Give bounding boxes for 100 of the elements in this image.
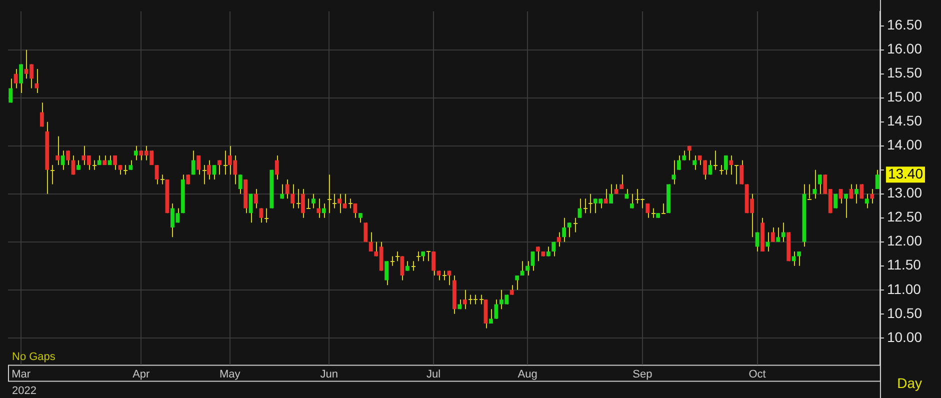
annotation: No Gaps xyxy=(12,350,56,363)
candlestick xyxy=(844,193,848,218)
x-tick-label: Jun xyxy=(320,368,338,380)
candlestick xyxy=(703,160,708,180)
candlestick xyxy=(40,102,44,128)
y-tick-label: 15.50 xyxy=(886,64,922,81)
candlestick xyxy=(332,193,337,209)
candlestick xyxy=(766,232,770,252)
y-tick-label: 10.50 xyxy=(886,304,922,321)
candlestick xyxy=(489,308,493,324)
candlestick xyxy=(692,154,697,170)
candlestick xyxy=(682,150,686,161)
candlestick xyxy=(676,154,681,170)
candlestick xyxy=(588,193,593,214)
x-tick-label: Oct xyxy=(748,368,766,380)
candlestick xyxy=(479,294,484,305)
y-tick-label: 14.50 xyxy=(886,112,922,129)
candlestick xyxy=(651,208,656,218)
candlestick xyxy=(285,178,290,200)
candlestick xyxy=(364,222,368,242)
candlestick xyxy=(14,68,18,89)
candlestick xyxy=(687,145,692,161)
y-tick-label: 13.00 xyxy=(886,184,922,201)
candlestick xyxy=(854,184,858,204)
candlestick xyxy=(191,150,196,176)
candlestick xyxy=(311,193,316,209)
candlestick xyxy=(520,260,524,276)
candlestick xyxy=(395,250,400,262)
candlestick xyxy=(411,260,416,272)
y-tick-label: 12.00 xyxy=(886,232,922,249)
x-tick-label: Jul xyxy=(426,368,441,380)
candlestick xyxy=(614,184,618,194)
candlestick xyxy=(436,270,441,281)
candlestick xyxy=(672,160,676,185)
x-tick-label: Aug xyxy=(518,368,538,380)
candlestick xyxy=(248,193,253,224)
candlestick xyxy=(729,154,734,176)
candlestick xyxy=(218,160,222,176)
candlestick xyxy=(724,154,728,176)
candlestick xyxy=(536,246,540,262)
candlestick xyxy=(604,188,608,204)
candlestick xyxy=(562,217,566,242)
candlestick xyxy=(792,250,796,266)
candlestick xyxy=(134,145,138,161)
candlestick xyxy=(583,198,588,214)
candlestick xyxy=(316,198,321,218)
candlestick xyxy=(875,169,880,190)
y-tick-label: 12.50 xyxy=(886,208,922,225)
y-tick-label: 16.50 xyxy=(886,16,922,33)
candlestick xyxy=(306,198,311,209)
candlestick xyxy=(19,64,24,94)
y-tick-label: 11.00 xyxy=(886,280,922,297)
candlestick xyxy=(76,160,80,170)
candlestick xyxy=(864,193,869,209)
candlestick xyxy=(348,198,353,209)
candlestick xyxy=(113,154,117,170)
y-tick-label: 14.00 xyxy=(886,136,922,153)
candlestick xyxy=(160,174,165,185)
candlestick xyxy=(223,150,228,176)
x-tick-label: Sep xyxy=(632,368,652,380)
candlestick xyxy=(515,274,520,290)
text: 13.40 xyxy=(888,166,924,182)
candlestick xyxy=(196,154,201,176)
candlestick xyxy=(567,222,572,238)
candlestick xyxy=(342,193,347,209)
candlestick xyxy=(358,212,362,224)
candlestick xyxy=(838,188,843,204)
candlestick xyxy=(390,256,395,266)
candlestick xyxy=(50,164,55,185)
candlestick xyxy=(264,208,269,224)
candlestick xyxy=(834,193,838,209)
candlestick xyxy=(797,250,801,266)
text: Day xyxy=(897,374,922,391)
x-tick-label: May xyxy=(220,368,241,380)
candlestick xyxy=(530,250,535,272)
candlestick xyxy=(296,188,301,209)
candlestick xyxy=(416,250,421,262)
candlestick xyxy=(770,226,775,242)
candlestick xyxy=(573,217,578,233)
y-tick-label: 11.50 xyxy=(886,256,922,273)
candlestick xyxy=(552,241,556,257)
candlestick xyxy=(254,188,258,209)
candlestick xyxy=(526,260,530,276)
candlestick xyxy=(661,202,666,214)
y-tick-label: 15.00 xyxy=(886,88,922,105)
candlestick xyxy=(646,202,650,218)
candlestick xyxy=(781,222,786,242)
candlestick xyxy=(322,202,326,218)
candlestick xyxy=(66,150,70,166)
candlestick xyxy=(274,154,279,180)
y-tick-label: 16.00 xyxy=(886,40,922,57)
x-tick-label: Apr xyxy=(132,368,150,380)
candlestick xyxy=(128,160,133,170)
candlestick xyxy=(870,188,874,204)
candlestick xyxy=(807,184,812,200)
candlestick xyxy=(546,246,550,257)
candlestick xyxy=(620,174,624,190)
candlestick xyxy=(280,184,284,200)
candlestick xyxy=(713,150,718,170)
candlestick xyxy=(442,270,447,281)
